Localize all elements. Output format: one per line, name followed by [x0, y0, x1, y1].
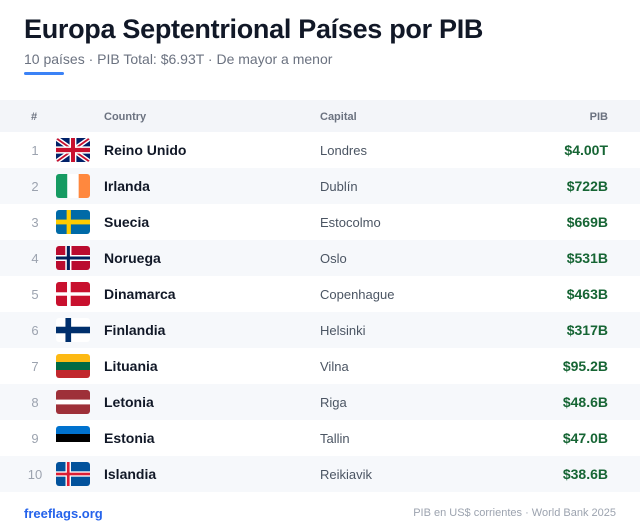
rank: 7	[31, 359, 39, 374]
column-header-rank: #	[31, 111, 38, 123]
source-note: PIB en US$ corrientes · World Bank 2025	[413, 507, 616, 519]
denmark-flag-icon	[56, 282, 90, 306]
page-footer: freeflags.org PIB en US$ corrientes · Wo…	[0, 504, 640, 524]
rank: 2	[31, 179, 39, 194]
estonia-flag-icon	[56, 426, 90, 450]
rank: 8	[31, 395, 39, 410]
table-row: 3 Suecia Estocolmo $669B	[0, 204, 640, 240]
country-name: Reino Unido	[104, 142, 187, 158]
iceland-flag-icon	[56, 462, 90, 486]
table-row: 4 Noruega Oslo $531B	[0, 240, 640, 276]
gdp-table: # Country Capital PIB 1 Reino Unido Lond…	[0, 100, 640, 492]
table-row: 1 Reino Unido Londres $4.00T	[0, 132, 640, 168]
table-row: 9 Estonia Tallin $47.0B	[0, 420, 640, 456]
table-row: 8 Letonia Riga $48.6B	[0, 384, 640, 420]
latvia-flag-icon	[56, 390, 90, 414]
pib-value: $463B	[566, 286, 608, 302]
norway-flag-icon	[56, 246, 90, 270]
pib-value: $47.0B	[562, 430, 608, 446]
pib-value: $317B	[566, 322, 608, 338]
table-row: 2 Irlanda Dublín $722B	[0, 168, 640, 204]
rank: 6	[31, 323, 39, 338]
table-row: 5 Dinamarca Copenhague $463B	[0, 276, 640, 312]
title-accent-bar	[24, 72, 64, 75]
country-name: Finlandia	[104, 322, 166, 338]
column-header-capital: Capital	[320, 111, 357, 123]
pib-value: $669B	[566, 214, 608, 230]
rank: 9	[31, 431, 39, 446]
capital-name: Londres	[320, 143, 367, 158]
capital-name: Vilna	[320, 359, 349, 374]
sweden-flag-icon	[56, 210, 90, 234]
country-name: Letonia	[104, 394, 154, 410]
column-header-country: Country	[104, 111, 147, 123]
country-name: Noruega	[104, 250, 161, 266]
pib-value: $38.6B	[562, 466, 608, 482]
table-row: 6 Finlandia Helsinki $317B	[0, 312, 640, 348]
capital-name: Riga	[320, 395, 347, 410]
rank: 5	[31, 287, 39, 302]
pib-value: $48.6B	[562, 394, 608, 410]
capital-name: Reikiavik	[320, 467, 373, 482]
column-header-pib: PIB	[589, 111, 608, 123]
country-name: Islandia	[104, 466, 157, 482]
country-name: Irlanda	[104, 178, 150, 194]
country-name: Estonia	[104, 430, 155, 446]
country-name: Suecia	[104, 214, 150, 230]
uk-flag-icon	[56, 138, 90, 162]
country-name: Lituania	[104, 358, 158, 374]
table-row: 10 Islandia Reikiavik $38.6B	[0, 456, 640, 492]
pib-value: $4.00T	[564, 142, 608, 158]
capital-name: Copenhague	[320, 287, 395, 302]
capital-name: Dublín	[320, 179, 358, 194]
pib-value: $95.2B	[562, 358, 608, 374]
capital-name: Estocolmo	[320, 215, 381, 230]
country-name: Dinamarca	[104, 286, 176, 302]
page-subtitle: 10 países · PIB Total: $6.93T · De mayor…	[24, 51, 333, 67]
ireland-flag-icon	[56, 174, 90, 198]
brand-link[interactable]: freeflags.org	[24, 506, 103, 521]
page-title: Europa Septentrional Países por PIB	[24, 14, 484, 44]
capital-name: Oslo	[320, 251, 347, 266]
page-header: Europa Septentrional Países por PIB 10 p…	[24, 12, 624, 68]
rank: 10	[27, 467, 43, 482]
rank: 4	[31, 251, 39, 266]
capital-name: Tallin	[320, 431, 350, 446]
finland-flag-icon	[56, 318, 90, 342]
lithuania-flag-icon	[56, 354, 90, 378]
capital-name: Helsinki	[320, 323, 366, 338]
rank: 1	[31, 143, 39, 158]
rank: 3	[31, 215, 39, 230]
table-header: # Country Capital PIB	[0, 100, 640, 132]
table-row: 7 Lituania Vilna $95.2B	[0, 348, 640, 384]
pib-value: $531B	[566, 250, 608, 266]
pib-value: $722B	[566, 178, 608, 194]
